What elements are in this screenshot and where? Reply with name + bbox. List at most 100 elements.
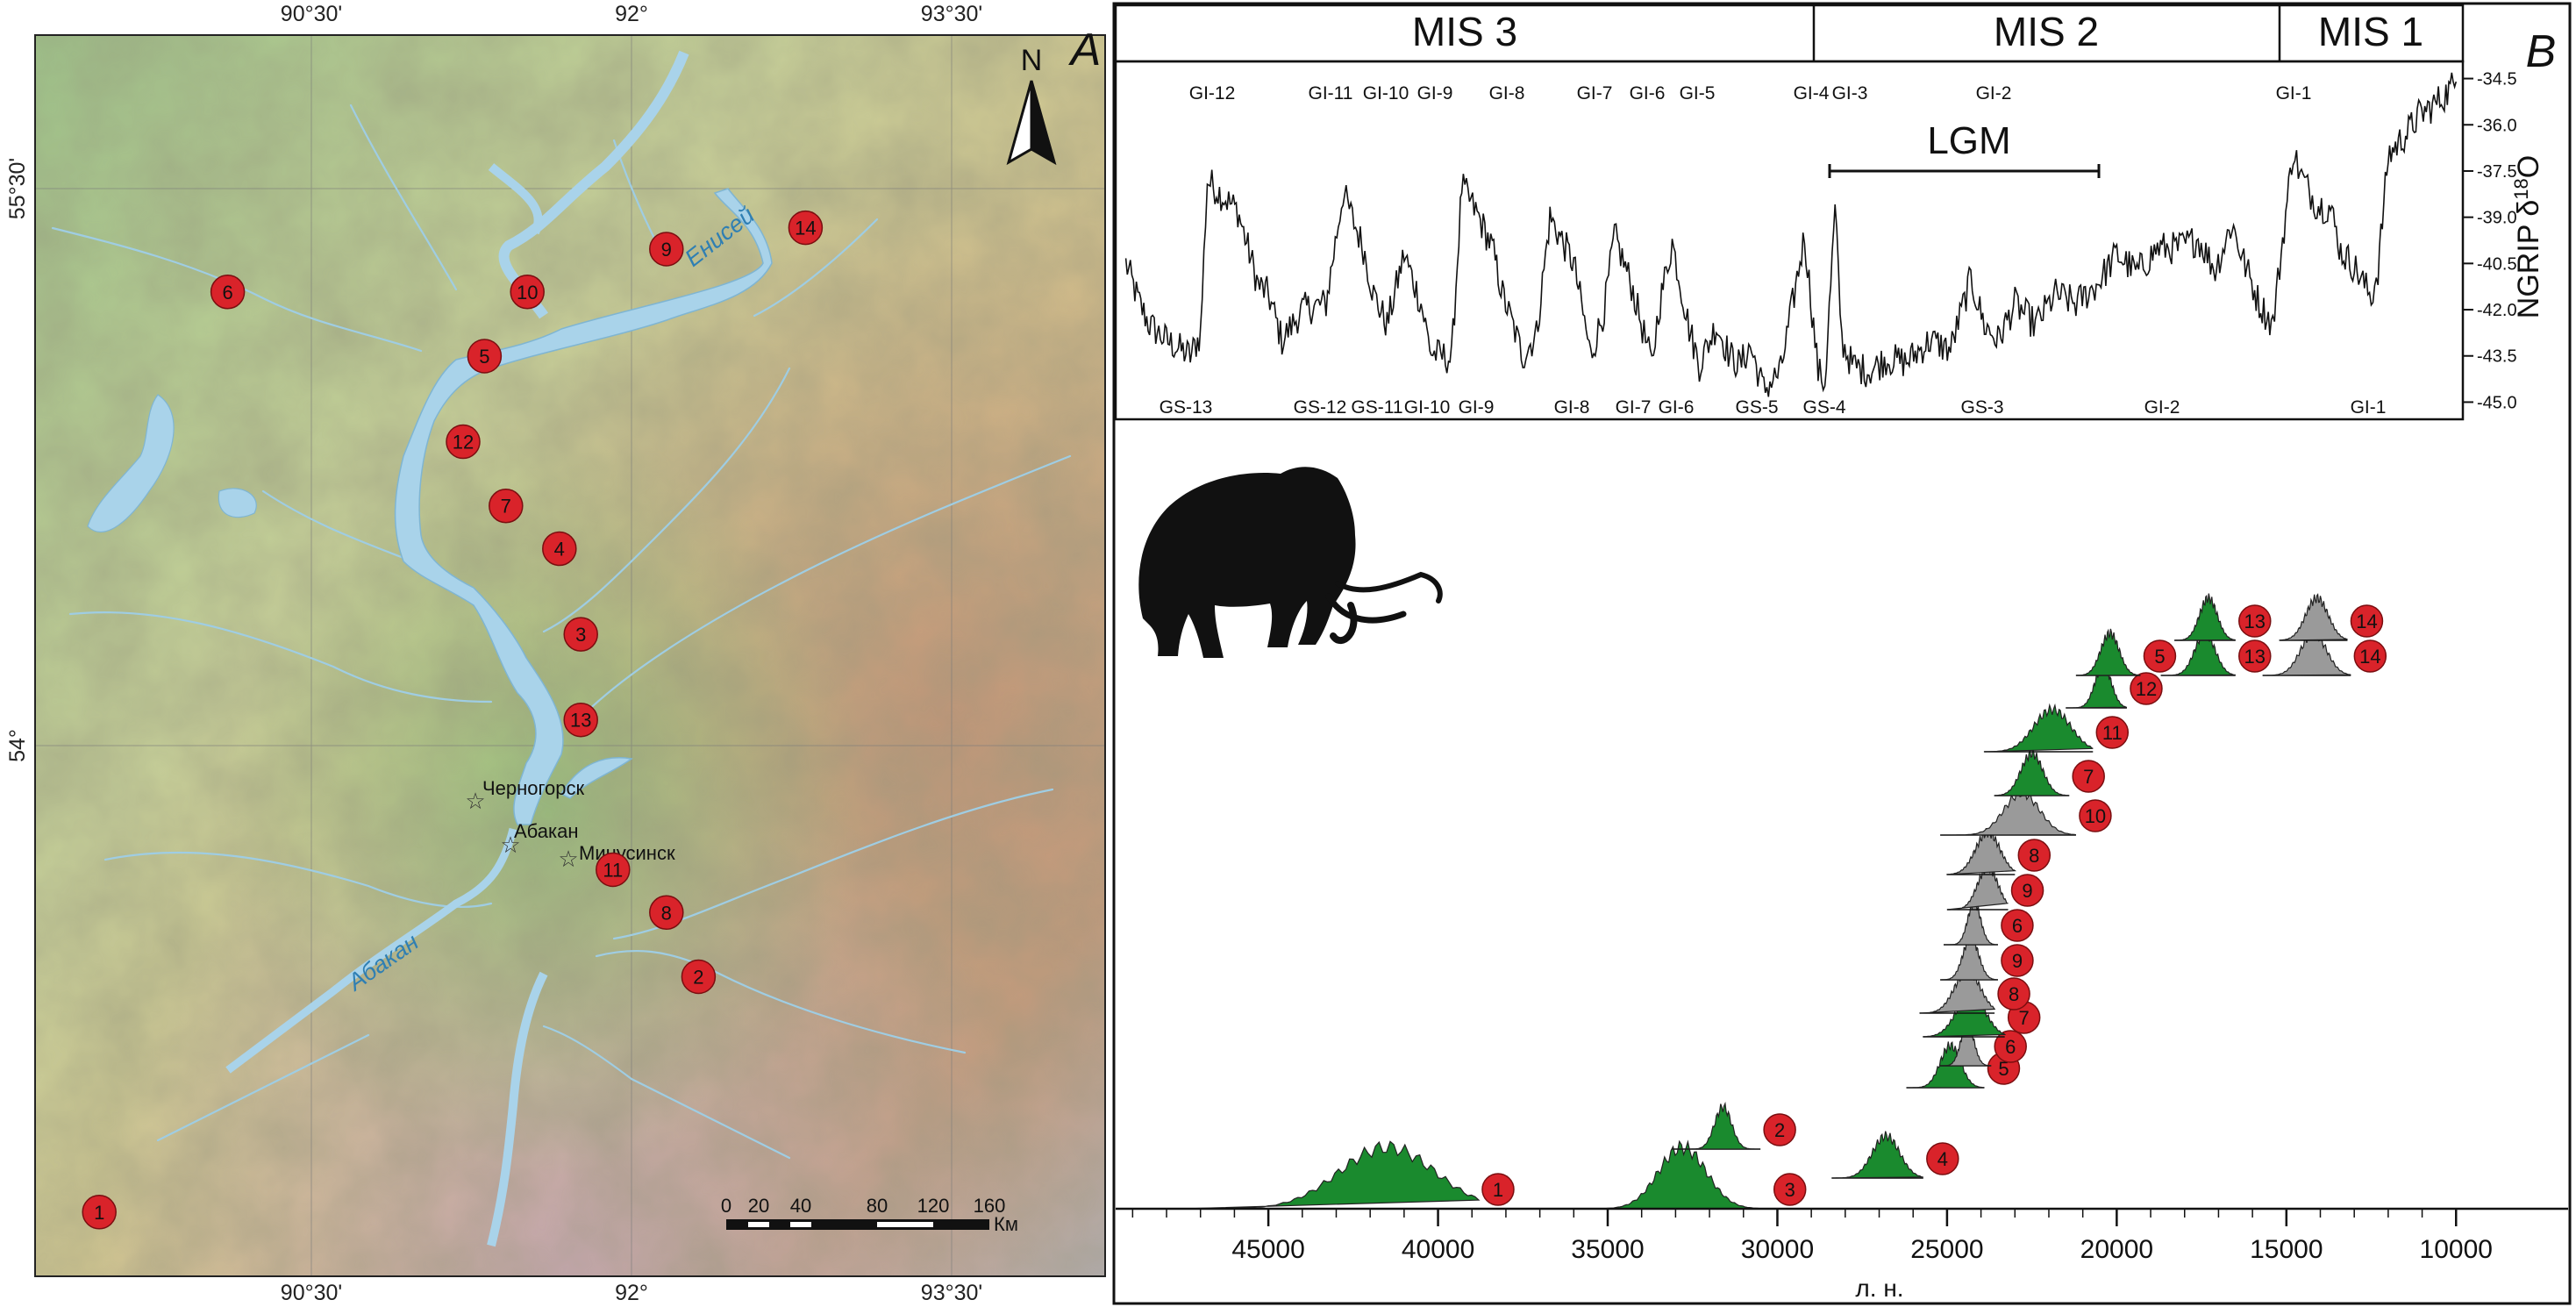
time-tick-label: 20000: [2080, 1235, 2153, 1264]
tributary-river: [595, 949, 967, 1054]
ngrip-y-tick-label: -39.0: [2477, 209, 2517, 228]
gs-label: GI-9: [1459, 397, 1495, 418]
distribution-site-8: 8: [1946, 827, 2052, 875]
distribution-site-6: 6: [1943, 898, 2034, 946]
lon-label-1-bottom: 90°30': [281, 1281, 342, 1305]
time-axis-label: л. н.: [1855, 1275, 1903, 1302]
gs-label: GS-4: [1802, 397, 1845, 418]
svg-text:4: 4: [1937, 1148, 1948, 1170]
distribution-site-6: 6: [1940, 1019, 2027, 1067]
scale-unit: Км: [994, 1213, 1018, 1235]
svg-text:6: 6: [2012, 915, 2023, 937]
river-northeast-arm: [488, 163, 543, 235]
gs-label: GI-1: [2351, 397, 2387, 418]
mis-header: MIS 3 MIS 2 MIS 1: [1114, 4, 2465, 63]
map-site-14: 14: [788, 210, 824, 246]
small-lake: [218, 488, 257, 518]
svg-text:☆: ☆: [558, 846, 578, 872]
lgm-label: LGM: [1927, 119, 2010, 162]
gs-label: GS-11: [1351, 397, 1402, 418]
svg-text:12: 12: [2136, 678, 2157, 700]
distribution-site-13: 13: [2174, 593, 2272, 641]
svg-text:5: 5: [479, 346, 489, 368]
scale-tick-40: 40: [790, 1195, 811, 1217]
svg-text:1: 1: [94, 1202, 104, 1224]
ngrip-y-tick-label: -42.0: [2477, 301, 2517, 320]
svg-text:7: 7: [2083, 766, 2094, 788]
svg-text:12: 12: [453, 432, 474, 454]
svg-text:8: 8: [661, 902, 672, 924]
distribution-site-7: 7: [1994, 747, 2105, 796]
distribution-site-4: 4: [1831, 1131, 1959, 1179]
svg-text:5: 5: [2154, 646, 2165, 668]
mis-3-label: MIS 3: [1412, 9, 1517, 54]
lat-label-2: 54°: [5, 729, 30, 762]
gi-label: GI-1: [2276, 83, 2312, 104]
tributary-river: [542, 1025, 791, 1160]
svg-text:☆: ☆: [500, 832, 520, 858]
svg-text:8: 8: [2009, 983, 2019, 1005]
svg-text:3: 3: [1785, 1179, 1795, 1201]
distribution-site-13: 13: [2160, 628, 2272, 676]
relief-map-panel: 90°30' 92° 93°30' 90°30' 92° 93°30' 55°3…: [5, 2, 1106, 1305]
gs-label: GS-12: [1294, 397, 1347, 418]
gs-label: GI-6: [1659, 397, 1695, 418]
tributary-river: [68, 611, 493, 703]
svg-text:9: 9: [2022, 880, 2032, 902]
svg-text:6: 6: [222, 282, 232, 304]
svg-text:☆: ☆: [465, 788, 485, 814]
tributary-river: [753, 218, 879, 318]
mammoth-silhouette-icon: [1138, 467, 1443, 658]
map-site-10: 10: [510, 275, 545, 310]
gs-label: GI-8: [1554, 397, 1590, 418]
tributary-river: [577, 454, 1072, 721]
svg-text:9: 9: [661, 239, 672, 261]
map-site-1: 1: [82, 1195, 117, 1230]
mis-1-label: MIS 1: [2318, 9, 2423, 54]
lgm-bracket: LGM: [1828, 119, 2101, 178]
gi-label: GI-4: [1794, 83, 1830, 104]
svg-text:N: N: [1021, 44, 1043, 77]
svg-text:10: 10: [2085, 805, 2106, 827]
time-tick-label: 30000: [1741, 1235, 1814, 1264]
svg-text:14: 14: [795, 218, 816, 239]
gi-label: GI-9: [1417, 83, 1453, 104]
map-site-3: 3: [563, 617, 598, 652]
tributary-river: [156, 1033, 370, 1142]
gi-label: GI-6: [1630, 83, 1666, 104]
tributary-river: [51, 226, 423, 353]
map-graticule: [35, 35, 1105, 1276]
distribution-site-10: 10: [1940, 787, 2112, 836]
distribution-site-12: 12: [2066, 661, 2163, 709]
gs-label: GI-2: [2144, 397, 2180, 418]
svg-text:9: 9: [2012, 950, 2023, 972]
svg-text:1: 1: [1493, 1179, 1503, 1201]
map-site-5: 5: [467, 339, 503, 374]
distribution-site-2: 2: [1672, 1101, 1796, 1150]
svg-text:7: 7: [501, 496, 511, 518]
distribution-site-11: 11: [1983, 703, 2130, 753]
north-arrow-icon: N: [1006, 44, 1057, 166]
ngrip-y-axis-label: NGRIP δ18O: [2510, 155, 2545, 318]
scale-tick-120: 120: [917, 1195, 950, 1217]
panel-b-frame: [1112, 2, 2572, 1305]
svg-text:5: 5: [1998, 1058, 2009, 1080]
map-site-7: 7: [489, 488, 524, 524]
upper-reservoir-arm: [560, 757, 633, 799]
svg-text:Абакан: Абакан: [514, 820, 579, 842]
northwest-lakes: [87, 394, 175, 532]
ngrip-y-tick-label: -45.0: [2477, 393, 2517, 412]
svg-text:7: 7: [2019, 1007, 2030, 1029]
ngrip-y-tick-label: -34.5: [2477, 70, 2517, 89]
map-site-8: 8: [649, 895, 684, 931]
map-site-11: 11: [596, 852, 631, 888]
svg-text:13: 13: [2244, 611, 2266, 632]
ngrip-y-tick-label: -40.5: [2477, 254, 2517, 274]
svg-text:6: 6: [2005, 1036, 2016, 1058]
ngrip-series-line: [1124, 72, 2458, 397]
svg-text:13: 13: [570, 710, 591, 732]
svg-text:3: 3: [575, 624, 586, 646]
southern-reservoir: [487, 971, 548, 1247]
